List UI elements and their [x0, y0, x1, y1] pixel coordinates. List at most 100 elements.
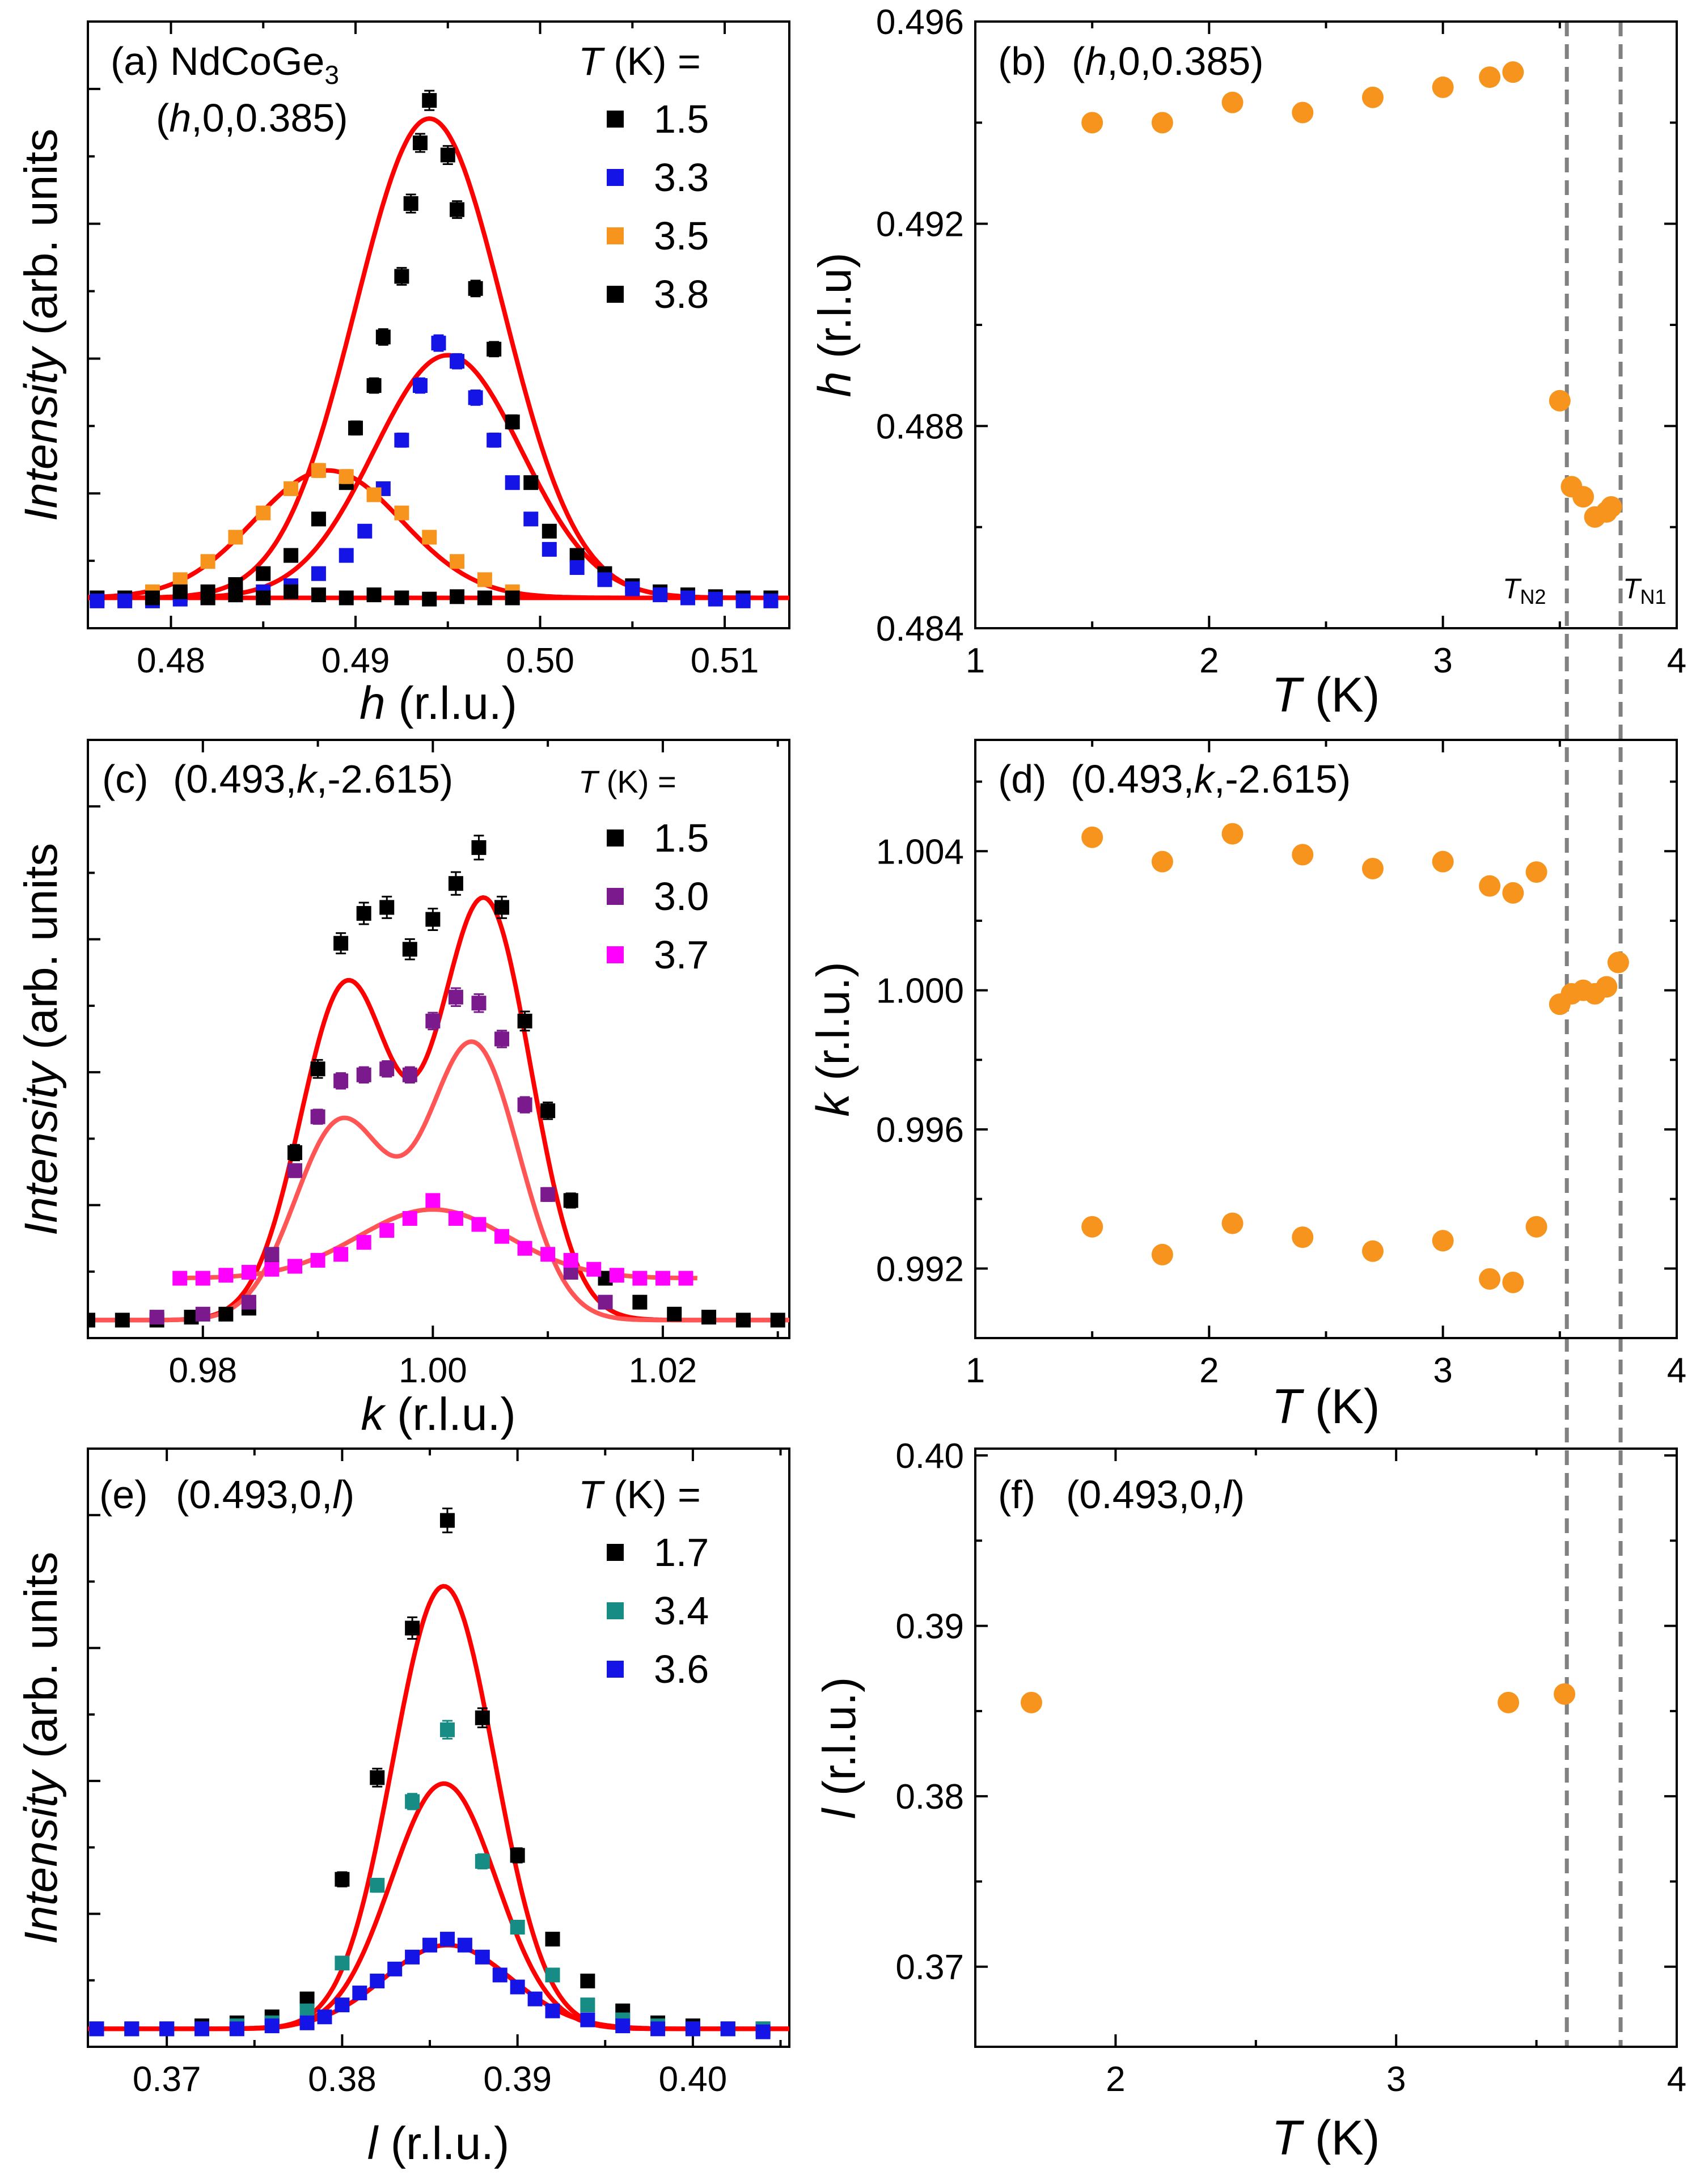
y-tick-label: 1.000: [876, 972, 964, 1011]
square-marker: [256, 566, 271, 581]
scan-label: (0.493,0,l): [1066, 1472, 1245, 1517]
square-marker: [194, 2021, 210, 2037]
fit-curve-1: [88, 353, 789, 600]
circle-marker: [1498, 1691, 1520, 1713]
square-marker: [356, 1067, 371, 1082]
circle-marker: [1479, 875, 1501, 897]
square-marker: [348, 420, 363, 435]
square-marker: [339, 469, 354, 484]
square-marker: [200, 554, 215, 569]
circle-marker: [1081, 1216, 1103, 1238]
square-marker: [735, 1313, 751, 1328]
square-marker: [264, 1247, 280, 1262]
square-marker: [510, 1848, 525, 1863]
square-marker: [586, 1262, 602, 1277]
circle-marker: [1502, 1271, 1524, 1293]
square-marker: [356, 1235, 371, 1250]
circle-marker: [1600, 496, 1622, 518]
y-tick-label: 0.488: [876, 407, 964, 446]
legend-marker: [607, 1602, 624, 1619]
legend-marker: [607, 888, 624, 905]
legend-marker: [607, 286, 624, 303]
x-axis-ticks: 0.37 0.38 0.39 0.40: [133, 1449, 782, 2099]
y-axis-ticks: 0.992 0.996 1.000 1.004: [876, 780, 1677, 1339]
square-marker: [477, 590, 492, 606]
x-tick-label: 0.98: [168, 1351, 237, 1390]
data-points: [1081, 823, 1629, 1293]
square-marker: [632, 1294, 648, 1310]
square-marker: [335, 1872, 350, 1887]
square-marker: [492, 1967, 507, 1983]
square-marker: [667, 1306, 682, 1322]
square-marker: [310, 1061, 325, 1077]
x-axis-ticks: 0.48 0.49 0.50 0.51: [137, 22, 759, 680]
data-points: [88, 835, 785, 1328]
square-marker: [228, 587, 243, 603]
square-marker: [475, 1949, 490, 1965]
square-marker: [494, 1031, 510, 1047]
square-marker: [615, 2018, 631, 2034]
square-marker: [88, 1313, 95, 1328]
square-marker: [655, 1271, 670, 1286]
y-axis-ticks: 0.37 0.38 0.39 0.40: [895, 1437, 1677, 1987]
y-axis-label: k (r.l.u.): [807, 962, 859, 1116]
square-marker: [471, 1217, 487, 1232]
square-marker: [218, 1306, 234, 1322]
square-marker: [284, 548, 299, 563]
scan-label: (h,0,0.385): [1072, 39, 1264, 83]
square-marker: [333, 1073, 349, 1089]
data-points: [1020, 1683, 1576, 1713]
y-axis-label: Intensity (arb. units: [15, 1552, 67, 1945]
square-marker: [339, 548, 354, 563]
square-marker: [542, 523, 557, 539]
y-tick-label: 1.004: [876, 832, 964, 871]
square-marker: [200, 590, 215, 606]
square-marker: [468, 390, 483, 405]
square-marker: [124, 2021, 139, 2037]
legend-marker: [607, 829, 624, 846]
plot-frame: [87, 1447, 790, 2048]
circle-marker: [1596, 976, 1618, 998]
legend: 1.5 3.3 3.5 3.8: [607, 97, 709, 316]
square-marker: [394, 433, 409, 448]
square-marker: [149, 1310, 164, 1325]
square-marker: [241, 1294, 256, 1310]
x-tick-label: 0.40: [659, 2060, 728, 2099]
circle-marker: [1081, 112, 1103, 134]
square-marker: [366, 378, 382, 393]
scan-label: (0.493,0,l): [176, 1472, 354, 1517]
circle-marker: [1502, 61, 1524, 83]
square-marker: [540, 1247, 556, 1262]
circle-marker: [1081, 826, 1103, 848]
square-marker: [422, 1937, 438, 1953]
square-marker: [425, 912, 441, 927]
scan-label: (0.493,k,-2.615): [1071, 757, 1351, 801]
circle-marker: [1151, 850, 1173, 873]
y-axis-ticks: 0.484 0.488 0.492 0.496: [876, 3, 1677, 649]
panel-label: (b): [998, 39, 1047, 83]
plot-frame: [974, 1447, 1678, 2048]
square-marker: [379, 1223, 395, 1238]
legend-entry: 3.4: [654, 1589, 709, 1633]
panel-f: 2 3 4 0.37 0.38 0.39 0.40 (f) (0.493,0,l) T (…: [814, 1437, 1686, 2165]
square-marker: [505, 414, 520, 430]
x-axis-ticks: 1 2 3 4: [966, 740, 1686, 1390]
y-axis-ticks: [88, 805, 100, 1273]
square-marker: [317, 2009, 332, 2025]
fit-curve-1: [88, 1781, 789, 2031]
square-marker: [352, 1986, 367, 2001]
fit-curve-2: [88, 468, 789, 600]
square-marker: [569, 560, 585, 575]
y-tick-label: 0.37: [895, 1948, 964, 1987]
circle-marker: [1525, 1216, 1547, 1238]
square-marker: [394, 590, 409, 606]
square-marker: [450, 354, 465, 369]
circle-marker: [1432, 850, 1454, 873]
legend-marker: [607, 169, 624, 186]
square-marker: [387, 1961, 403, 1976]
plot-frame: [974, 739, 1678, 1339]
panel-a: 0.48 0.49 0.50 0.51 (a) NdCoGe3 (h,0,0.385)…: [15, 20, 790, 729]
square-marker: [475, 1853, 490, 1869]
square-marker: [517, 1097, 532, 1112]
circle-marker: [1151, 1243, 1173, 1265]
